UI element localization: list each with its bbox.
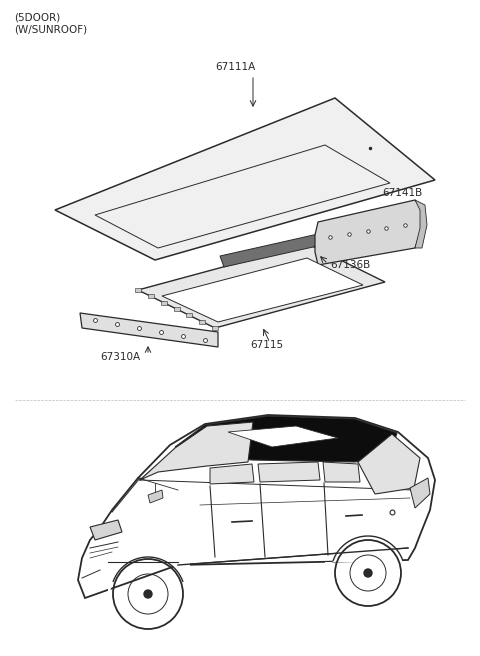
Polygon shape <box>228 426 338 447</box>
Polygon shape <box>315 200 422 265</box>
Text: 67141B: 67141B <box>382 188 422 198</box>
Polygon shape <box>358 434 420 494</box>
Polygon shape <box>410 478 430 508</box>
Text: (5DOOR): (5DOOR) <box>14 12 60 22</box>
Circle shape <box>144 590 152 598</box>
Polygon shape <box>199 319 205 323</box>
Polygon shape <box>80 313 218 347</box>
Polygon shape <box>210 464 254 484</box>
Polygon shape <box>173 307 180 311</box>
Polygon shape <box>212 326 218 330</box>
Text: (W/SUNROOF): (W/SUNROOF) <box>14 25 87 35</box>
Polygon shape <box>161 300 167 304</box>
Polygon shape <box>220 234 322 267</box>
Polygon shape <box>186 314 192 318</box>
Text: 67310A: 67310A <box>100 352 140 362</box>
Polygon shape <box>55 98 435 260</box>
Polygon shape <box>323 462 360 482</box>
Polygon shape <box>140 422 253 480</box>
Polygon shape <box>78 415 435 598</box>
Polygon shape <box>108 557 190 598</box>
Polygon shape <box>325 536 408 578</box>
Text: 67115: 67115 <box>250 340 283 350</box>
Polygon shape <box>90 520 122 540</box>
Polygon shape <box>175 416 397 462</box>
Polygon shape <box>148 490 163 503</box>
Polygon shape <box>258 462 320 482</box>
Polygon shape <box>95 145 390 248</box>
Polygon shape <box>415 200 427 248</box>
Text: 67111A: 67111A <box>215 62 255 72</box>
Polygon shape <box>162 258 363 322</box>
Polygon shape <box>138 244 385 328</box>
Text: 67136B: 67136B <box>330 260 370 270</box>
Circle shape <box>364 569 372 577</box>
Polygon shape <box>148 295 154 298</box>
Polygon shape <box>135 288 141 292</box>
